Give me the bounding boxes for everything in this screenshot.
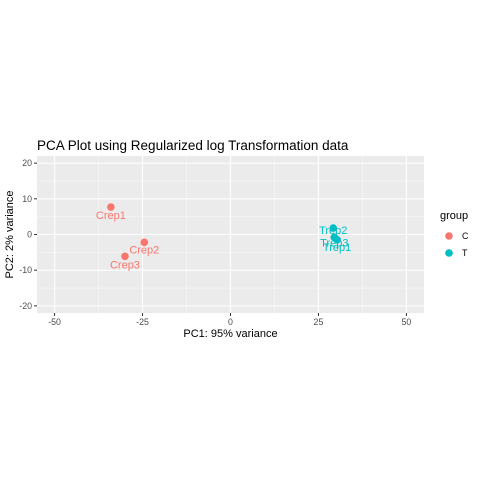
x-tick-label: 50: [402, 317, 412, 327]
x-tick-label: 0: [228, 317, 233, 327]
legend-key: [445, 249, 453, 257]
data-point: [140, 238, 149, 247]
major-gridlines: [37, 156, 424, 313]
y-tick-label: 0: [27, 230, 32, 240]
data-point: [329, 224, 338, 232]
y-tick-label: -10: [19, 265, 32, 275]
data-point-label: Trep1: [323, 242, 351, 254]
data-point: [333, 236, 341, 244]
data-point-label: Crep3: [110, 259, 140, 271]
x-tick-label: -50: [48, 317, 61, 327]
x-axis-title: PC1: 95% variance: [183, 328, 277, 340]
data-point-label: Trep2: [319, 225, 347, 237]
x-tick-label: 25: [314, 317, 324, 327]
y-axis-ticks: -20 -10 0 10 20: [19, 158, 37, 311]
x-tick-label: -25: [136, 317, 149, 327]
y-axis-title: PC2: 2% variance: [4, 190, 16, 278]
legend: group CT: [440, 210, 469, 258]
data-point: [107, 203, 115, 211]
data-point-label: Crep1: [96, 210, 126, 222]
legend-title: group: [440, 210, 468, 222]
y-tick-label: -20: [19, 301, 32, 311]
x-axis-ticks: -50 -25 0 25 50: [48, 313, 411, 327]
y-tick-label: 10: [22, 194, 32, 204]
legend-label: C: [462, 231, 469, 241]
legend-label: T: [462, 248, 468, 258]
data-points: [107, 203, 341, 261]
legend-key: [445, 232, 453, 240]
legend-items: CT: [445, 231, 469, 258]
data-point-label: Trep3: [320, 237, 348, 249]
data-point: [121, 252, 129, 261]
data-point-label: Crep2: [129, 244, 159, 256]
y-tick-label: 20: [22, 158, 32, 168]
chart-title: PCA Plot using Regularized log Transform…: [37, 138, 349, 153]
